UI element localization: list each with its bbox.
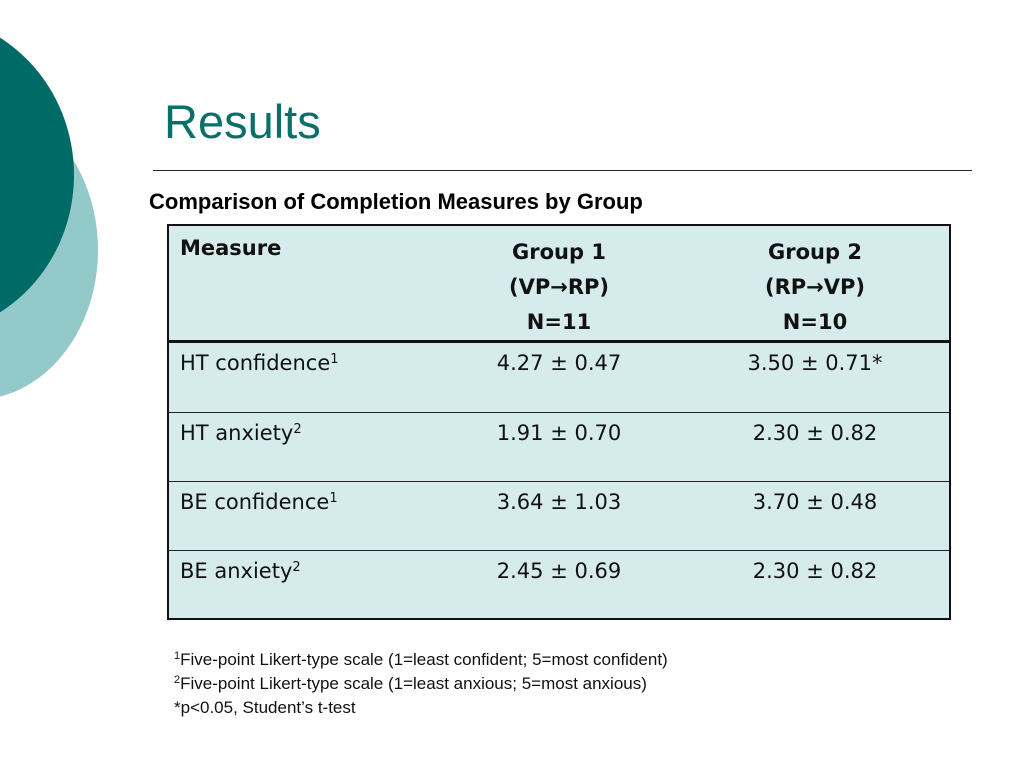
cell-group2: 3.50 ± 0.71*	[681, 341, 949, 413]
footnote: *p<0.05, Student’s t-test	[174, 696, 668, 720]
table-header-row: Measure Group 1 (VP→RP) N=11 Group 2 (RP…	[169, 226, 949, 343]
table-row: HT anxiety2 1.91 ± 0.70 2.30 ± 0.82	[169, 412, 949, 482]
header-measure: Measure	[169, 226, 437, 343]
cell-group1: 2.45 ± 0.69	[437, 550, 681, 618]
cell-group2: 2.30 ± 0.82	[681, 550, 949, 618]
cell-group1: 4.27 ± 0.47	[437, 341, 681, 413]
header-group2-n: N=10	[782, 310, 848, 334]
table-caption: Comparison of Completion Measures by Gro…	[149, 189, 643, 214]
table-row: HT confidence1 4.27 ± 0.47 3.50 ± 0.71*	[169, 341, 949, 413]
measure-label: HT confidence	[180, 351, 331, 375]
table-row: BE confidence1 3.64 ± 1.03 3.70 ± 0.48	[169, 481, 949, 551]
header-group2-order: (RP→VP)	[765, 275, 865, 299]
header-group1-name: Group 1	[512, 240, 606, 264]
measure-label: BE anxiety	[180, 558, 293, 583]
cell-group1: 1.91 ± 0.70	[437, 412, 681, 482]
header-group1-n: N=11	[526, 310, 592, 334]
cell-measure: HT confidence1	[169, 341, 437, 413]
header-group1: Group 1 (VP→RP) N=11	[437, 226, 681, 343]
measure-footnote-marker: 2	[292, 559, 301, 575]
measure-footnote-marker: 1	[330, 352, 339, 367]
footnote-text: *p<0.05, Student’s t-test	[174, 698, 356, 717]
group2-value: 2.30 ± 0.82	[752, 558, 878, 583]
group1-value: 3.64 ± 1.03	[496, 489, 622, 514]
cell-measure: HT anxiety2	[169, 412, 437, 482]
footnotes: 1Five-point Likert-type scale (1=least c…	[174, 648, 668, 720]
table-row: BE anxiety2 2.45 ± 0.69 2.30 ± 0.82	[169, 550, 949, 618]
cell-group2: 2.30 ± 0.82	[681, 412, 949, 482]
group2-value: 3.50 ± 0.71*	[747, 351, 883, 375]
header-group2: Group 2 (RP→VP) N=10	[681, 226, 949, 343]
footnote-text: Five-point Likert-type scale (1=least an…	[180, 674, 647, 693]
measure-label: HT anxiety	[180, 420, 294, 445]
title-divider	[153, 170, 972, 171]
cell-measure: BE confidence1	[169, 481, 437, 551]
footnote-marker: 2	[174, 674, 181, 686]
group1-value: 2.45 ± 0.69	[496, 558, 622, 583]
group2-value: 3.70 ± 0.48	[752, 489, 878, 514]
page-title: Results	[164, 95, 321, 148]
measure-footnote-marker: 2	[293, 421, 302, 437]
cell-group1: 3.64 ± 1.03	[437, 481, 681, 551]
footnote: 1Five-point Likert-type scale (1=least c…	[174, 648, 668, 672]
header-group1-order: (VP→RP)	[509, 275, 609, 299]
results-table: Measure Group 1 (VP→RP) N=11 Group 2 (RP…	[167, 224, 951, 620]
cell-measure: BE anxiety2	[169, 550, 437, 618]
measure-footnote-marker: 1	[329, 490, 338, 506]
footnote-marker: 1	[174, 650, 181, 662]
cell-group2: 3.70 ± 0.48	[681, 481, 949, 551]
group1-value: 4.27 ± 0.47	[496, 351, 622, 375]
header-measure-label: Measure	[180, 236, 282, 260]
footnote: 2Five-point Likert-type scale (1=least a…	[174, 672, 668, 696]
group2-value: 2.30 ± 0.82	[752, 420, 878, 445]
group1-value: 1.91 ± 0.70	[496, 420, 622, 445]
measure-label: BE confidence	[180, 489, 330, 514]
footnote-text: Five-point Likert-type scale (1=least co…	[180, 650, 668, 669]
header-group2-name: Group 2	[768, 240, 862, 264]
